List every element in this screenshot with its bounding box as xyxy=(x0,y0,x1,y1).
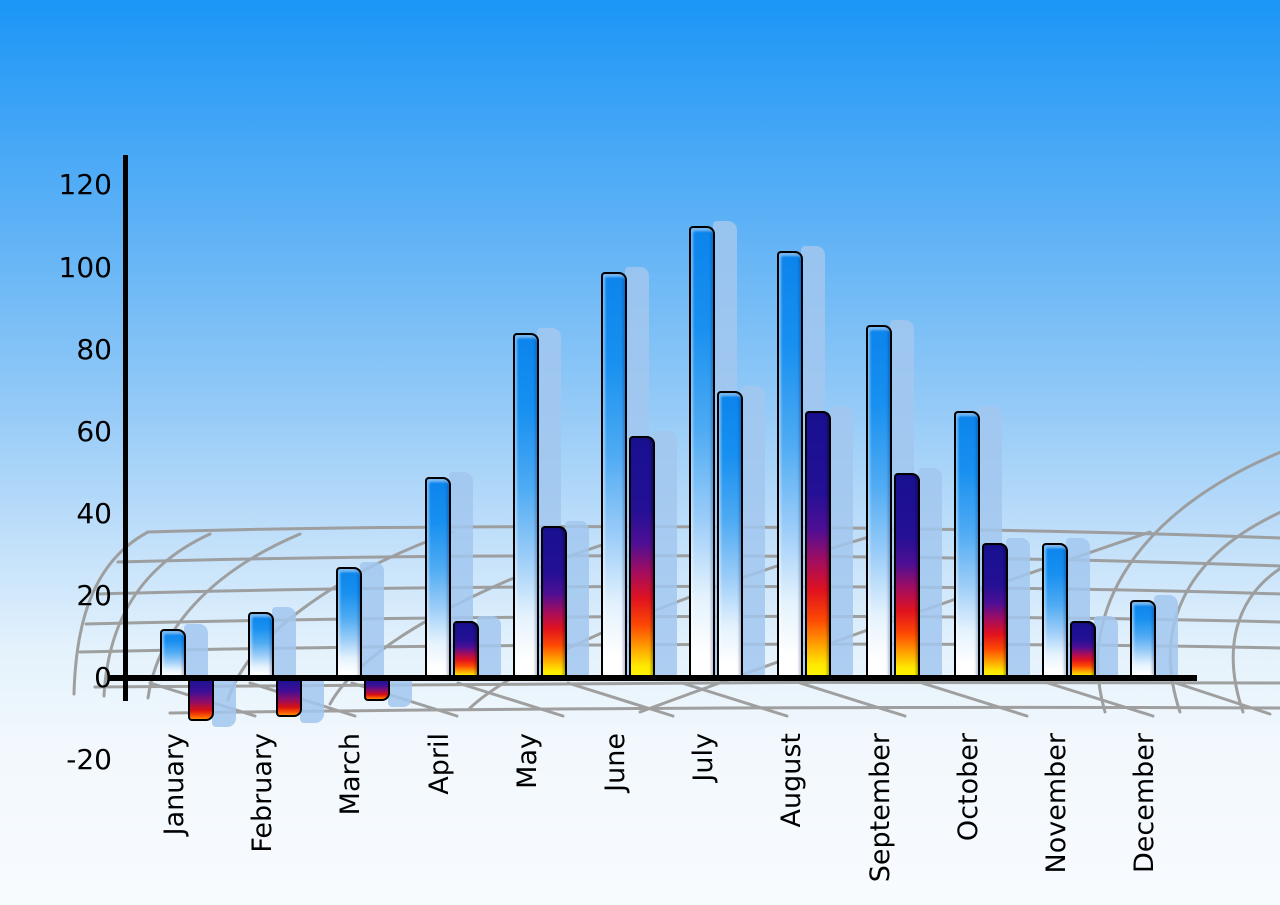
bar-february-secondary xyxy=(276,680,303,717)
bar-january-primary xyxy=(160,628,186,678)
bar-november-secondary-shadow xyxy=(1094,615,1118,678)
bar-january-secondary-shadow xyxy=(212,681,236,728)
x-label-june: June xyxy=(600,733,631,792)
x-label-august: August xyxy=(776,733,808,828)
x-label-october: October xyxy=(952,733,984,842)
y-label-80: 80 xyxy=(76,332,112,366)
bar-november-secondary xyxy=(1070,620,1096,678)
x-label-april: April xyxy=(423,733,455,795)
bar-june-primary xyxy=(601,271,627,678)
bar-october-primary xyxy=(953,411,980,678)
bar-september-primary xyxy=(865,324,892,678)
y-label-100: 100 xyxy=(58,250,112,284)
bar-february-primary-shadow xyxy=(272,607,297,678)
bar-august-secondary-shadow xyxy=(829,406,854,678)
bar-july-primary xyxy=(689,226,716,678)
x-label-september: September xyxy=(864,733,896,883)
bar-june-secondary xyxy=(629,435,655,678)
x-axis-line xyxy=(108,675,1197,681)
x-label-december: December xyxy=(1129,733,1161,874)
bar-august-secondary xyxy=(805,411,832,678)
bar-march-primary xyxy=(336,567,363,678)
bar-august-primary xyxy=(777,251,804,678)
y-label--20: -20 xyxy=(66,743,112,777)
bar-november-primary xyxy=(1042,542,1068,678)
bar-may-secondary xyxy=(540,526,567,678)
y-axis-line xyxy=(123,155,128,701)
y-label-20: 20 xyxy=(76,578,112,612)
bar-february-secondary-shadow xyxy=(300,681,325,723)
bar-june-secondary-shadow xyxy=(653,430,677,678)
bar-december-primary-shadow xyxy=(1154,595,1179,678)
bar-april-secondary xyxy=(452,620,479,678)
bar-january-primary-shadow xyxy=(184,623,208,678)
x-label-november: November xyxy=(1041,733,1072,874)
bar-october-secondary xyxy=(981,542,1008,678)
bar-july-secondary xyxy=(717,390,744,678)
bar-february-primary xyxy=(248,612,275,678)
bar-october-secondary-shadow xyxy=(1005,537,1030,678)
bar-april-secondary-shadow xyxy=(476,615,501,678)
y-label-60: 60 xyxy=(76,414,112,448)
y-label-0: 0 xyxy=(94,661,112,694)
x-label-march: March xyxy=(335,733,367,816)
bar-march-secondary xyxy=(364,680,391,701)
bar-january-secondary xyxy=(188,680,214,722)
x-label-july: July xyxy=(688,733,720,782)
bar-september-secondary-shadow xyxy=(917,467,942,678)
x-label-february: February xyxy=(247,733,279,853)
bar-may-secondary-shadow xyxy=(564,521,589,678)
bar-march-secondary-shadow xyxy=(388,681,413,707)
bar-december-primary xyxy=(1130,600,1157,678)
bar-april-primary xyxy=(424,476,451,678)
x-label-may: May xyxy=(511,733,543,789)
x-label-january: January xyxy=(159,733,190,836)
bar-july-secondary-shadow xyxy=(741,385,766,678)
bar-march-primary-shadow xyxy=(360,562,385,678)
y-label-120: 120 xyxy=(58,168,112,202)
y-label-40: 40 xyxy=(76,496,112,530)
bar-may-primary xyxy=(512,333,539,678)
bar-september-secondary xyxy=(893,472,920,678)
